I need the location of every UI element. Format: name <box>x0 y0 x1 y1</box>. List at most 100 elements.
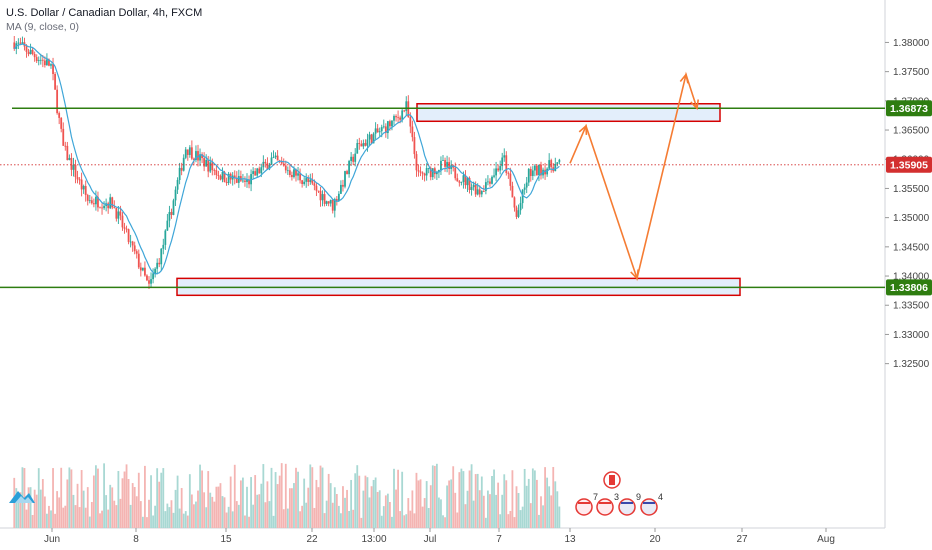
candle-body <box>46 59 48 66</box>
event-flag-canada-icon[interactable] <box>575 498 593 516</box>
candle-body <box>264 161 267 164</box>
volume-bar <box>495 494 497 528</box>
volume-bar <box>335 493 338 528</box>
candle-body <box>33 54 36 58</box>
x-tick-label: Jul <box>424 534 437 545</box>
event-count: 4 <box>658 492 663 502</box>
candle-body <box>82 185 85 190</box>
candle-body <box>288 170 291 175</box>
flag-stripe-icon <box>578 502 590 504</box>
volume-bar <box>384 495 387 528</box>
candle-body <box>384 126 387 134</box>
candle-body <box>344 171 346 187</box>
candle-body <box>429 167 432 178</box>
volume-bar <box>276 484 279 528</box>
volume-bar <box>146 517 148 528</box>
tradingview-logo-icon[interactable] <box>7 486 37 506</box>
candle-body <box>515 207 518 217</box>
maple-leaf-icon <box>609 475 615 485</box>
candle-body <box>164 230 167 245</box>
resistance-zone[interactable] <box>416 103 721 123</box>
candle-body <box>21 42 24 44</box>
price-tag-label: 1.33806 <box>890 282 928 294</box>
volume-bar <box>546 477 549 528</box>
volume-bar <box>507 514 510 528</box>
candle-body <box>221 171 224 180</box>
candle-body <box>144 267 146 276</box>
candle-body <box>350 156 353 161</box>
volume-bar <box>317 487 320 528</box>
candle-body <box>37 60 40 62</box>
volume-bar <box>466 490 469 528</box>
candle-body <box>170 211 173 215</box>
candle-body <box>207 159 210 172</box>
candle-body <box>405 101 408 111</box>
volume-bar <box>64 505 67 528</box>
volume-bar <box>319 465 322 528</box>
candle-body <box>335 198 338 201</box>
volume-bar <box>509 510 512 528</box>
economic-events[interactable]: 7 3 9 4 <box>575 471 663 516</box>
event-flag-us-icon[interactable] <box>618 498 636 516</box>
volume-bar <box>497 482 500 528</box>
candle-body <box>446 162 448 167</box>
volume-bar <box>137 472 140 528</box>
candle-body <box>348 160 350 175</box>
volume-bar <box>105 495 108 528</box>
volume-bar <box>127 479 130 528</box>
candle-body <box>178 167 181 181</box>
candle-body <box>131 241 134 246</box>
volume-bar <box>111 487 114 528</box>
candle-body <box>211 162 214 171</box>
volume-bar <box>378 490 381 528</box>
candle-body <box>268 164 271 170</box>
volume-bar <box>172 512 175 528</box>
candle-body <box>470 187 473 191</box>
candle-body <box>180 167 183 171</box>
volume-bar <box>282 509 285 528</box>
volume-bar <box>499 514 502 528</box>
y-tick-label: 1.34000 <box>893 272 930 283</box>
volume-bar <box>248 516 250 528</box>
volume-bar <box>115 505 118 528</box>
event-count: 3 <box>614 492 619 502</box>
volume-bar <box>250 477 252 528</box>
volume-bar <box>442 515 444 528</box>
volume-bar <box>129 504 132 528</box>
volume-bar <box>131 483 134 528</box>
candle-body <box>513 197 516 208</box>
volume-bar <box>540 496 542 528</box>
volume-bar <box>56 491 59 528</box>
volume-bar <box>307 487 310 528</box>
candle-body <box>113 207 116 209</box>
candle-body <box>150 279 152 284</box>
volume-bar <box>164 511 167 528</box>
candle-body <box>487 181 489 183</box>
candle-body <box>239 176 242 181</box>
candle-body <box>303 181 306 184</box>
volume-bar <box>270 467 273 528</box>
event-flag-us-icon[interactable] <box>640 498 658 516</box>
candle-body <box>260 167 263 174</box>
volume-bar <box>141 516 144 528</box>
candle-body <box>154 268 157 274</box>
indicator-label[interactable]: MA (9, close, 0) <box>6 21 79 33</box>
candle-body <box>544 169 546 175</box>
volume-bar <box>133 487 136 528</box>
volume-bar <box>203 492 206 528</box>
candle-body <box>411 126 414 138</box>
volume-bar <box>438 497 440 528</box>
volume-bar <box>84 507 87 528</box>
y-tick-label: 1.33500 <box>893 301 930 312</box>
candle-body <box>378 131 381 133</box>
candle-body <box>474 184 477 195</box>
volume-bar <box>413 513 416 528</box>
volume-bar <box>60 467 63 528</box>
volume-bar <box>305 502 308 528</box>
volume-bar <box>299 511 301 528</box>
x-tick-label: 27 <box>736 534 748 545</box>
event-flag-canada-icon[interactable] <box>596 498 614 516</box>
volume-bar <box>370 486 373 528</box>
